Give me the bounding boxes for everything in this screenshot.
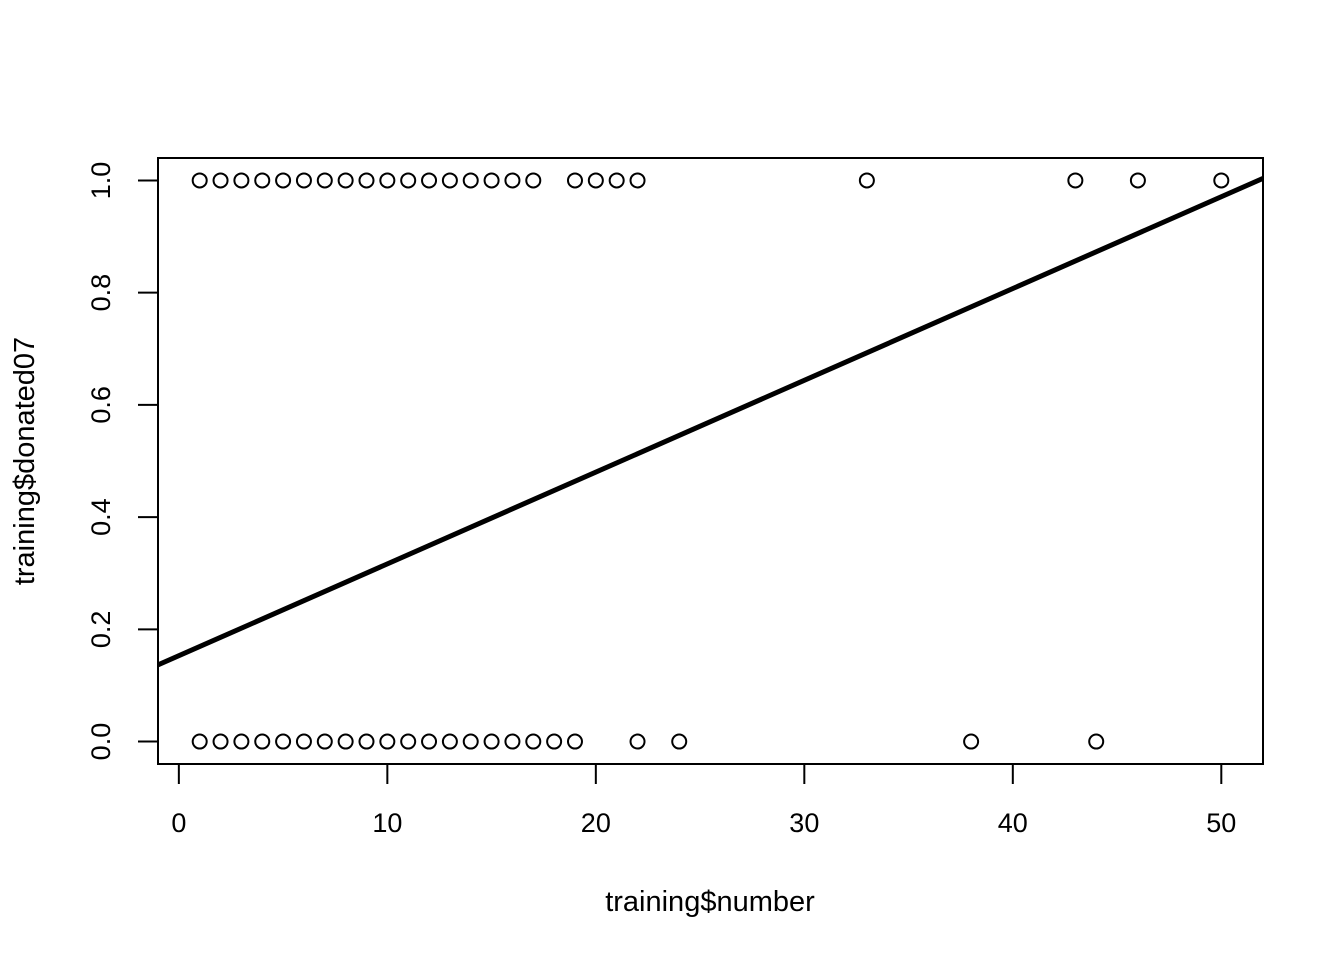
y-axis: 0.0 0.2 0.4 0.6 0.8 1.0 [86,162,159,761]
data-point [525,733,542,750]
data-point [858,172,875,189]
y-tick-label: 0.4 [86,498,116,536]
data-point [1213,172,1230,189]
fit-line [156,176,1265,668]
data-point [629,733,646,750]
data-point [421,733,438,750]
data-point [504,172,521,189]
data-point [316,733,333,750]
data-point [566,172,583,189]
data-point [254,733,271,750]
data-point [358,172,375,189]
y-tick-label: 0.8 [86,274,116,312]
data-point [191,733,208,750]
data-point [441,733,458,750]
data-point [379,172,396,189]
data-point [629,172,646,189]
data-point [316,172,333,189]
data-point [441,172,458,189]
data-point [1067,172,1084,189]
data-point [462,733,479,750]
fit-line-layer [156,176,1265,668]
data-point [483,172,500,189]
data-point [254,172,271,189]
data-point [295,172,312,189]
x-axis-label: training$number [605,886,815,918]
y-tick-label: 0.6 [86,386,116,424]
data-point [608,172,625,189]
data-point [191,172,208,189]
data-point [400,733,417,750]
points-layer [191,172,1230,750]
y-tick-label: 1.0 [86,162,116,200]
data-point [462,172,479,189]
data-point [421,172,438,189]
data-point [504,733,521,750]
data-point [275,172,292,189]
data-point [212,172,229,189]
data-point [546,733,563,750]
x-tick-label: 0 [171,808,186,838]
data-point [525,172,542,189]
data-point [212,733,229,750]
y-tick-label: 0.0 [86,723,116,761]
data-point [566,733,583,750]
data-point [275,733,292,750]
data-point [233,172,250,189]
data-point [1129,172,1146,189]
x-axis: 0 10 20 30 40 50 [171,763,1236,838]
data-point [337,733,354,750]
data-point [1088,733,1105,750]
x-tick-label: 40 [998,808,1028,838]
x-tick-label: 50 [1206,808,1236,838]
data-point [358,733,375,750]
data-point [233,733,250,750]
data-point [483,733,500,750]
data-point [295,733,312,750]
x-tick-label: 30 [789,808,819,838]
data-point [400,172,417,189]
data-point [587,172,604,189]
data-point [379,733,396,750]
x-tick-label: 20 [581,808,611,838]
data-point [963,733,980,750]
x-tick-label: 10 [372,808,402,838]
data-point [337,172,354,189]
data-point [671,733,688,750]
y-axis-label: training$donated07 [9,337,41,585]
y-tick-label: 0.2 [86,611,116,649]
